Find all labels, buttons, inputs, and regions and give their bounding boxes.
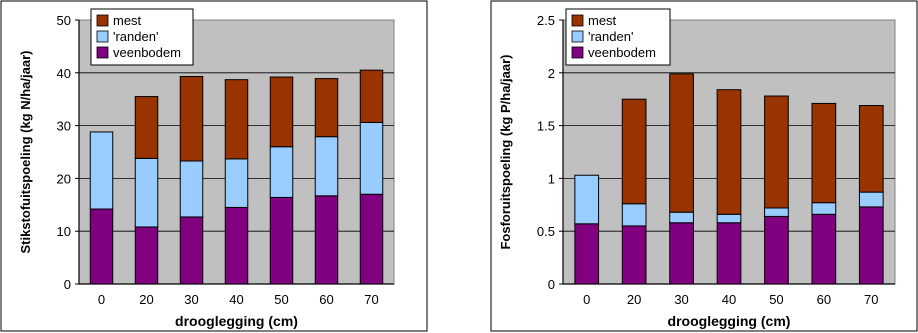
y-tick-label: 0.5 [537,224,555,239]
bar-randen-40 [224,158,249,208]
legend-label: veenbodem [588,45,656,60]
legend-swatch [571,14,584,27]
legend-label: 'randen' [588,29,633,44]
bar-mest-30 [669,73,694,213]
x-tick-label: 70 [364,292,378,307]
bar-veenbodem-70 [858,206,884,285]
bar-veenbodem-50 [269,196,294,285]
legend-swatch [571,30,584,43]
bar-mest-50 [764,95,789,209]
y-tick-label: 40 [57,66,71,81]
x-tick-label: 50 [769,292,783,307]
bar-mest-60 [811,102,837,204]
bar-mest-40 [224,79,249,160]
x-tick-label: 50 [274,292,288,307]
bar-mest-70 [359,69,384,123]
y-tick-label: 50 [57,13,71,28]
legend: mest'randen'veenbodem [565,8,671,66]
bar-randen-50 [269,146,294,198]
bar-veenbodem-60 [314,195,339,285]
x-tick-label: 40 [229,292,243,307]
x-tick-label: 20 [627,292,641,307]
x-tick-label: 0 [583,292,590,307]
y-tick-label: 30 [57,119,71,134]
legend-swatch [96,46,109,59]
bar-randen-40 [716,213,742,224]
x-axis-label: drooglegging (cm) [175,313,298,329]
bar-veenbodem-40 [716,222,742,285]
x-tick-label: 30 [674,292,688,307]
bar-randen-60 [811,202,837,215]
bar-veenbodem-30 [669,222,694,285]
legend-label: veenbodem [113,45,181,60]
y-axis-label: Fosforuitspoeling (kg P/ha/jaar) [498,54,513,249]
bar-randen-20 [134,157,159,228]
legend-label: mest [588,13,617,28]
bar-veenbodem-70 [359,193,384,285]
legend-swatch [96,14,109,27]
x-tick-label: 60 [817,292,831,307]
bar-randen-30 [669,211,694,224]
x-tick-label: 0 [98,292,105,307]
bar-randen-20 [621,203,647,227]
bar-veenbodem-20 [134,226,159,285]
y-tick-label: 1.5 [537,119,555,134]
bar-mest-20 [134,96,159,159]
y-tick-label: 1 [548,171,555,186]
y-tick-label: 20 [57,171,71,186]
bar-randen-50 [764,207,789,217]
legend-swatch [571,46,584,59]
bar-veenbodem-30 [179,216,204,285]
bar-randen-0 [574,174,600,225]
y-tick-label: 0 [64,277,71,292]
bar-randen-30 [179,160,204,218]
bar-mest-40 [716,89,742,215]
bar-mest-70 [858,105,884,193]
x-tick-label: 30 [184,292,198,307]
bar-randen-0 [89,131,114,210]
y-axis-label: Stikstofuitspoeling (kg N/ha/jaar) [18,51,33,254]
bar-veenbodem-40 [224,206,249,285]
bar-randen-70 [858,191,884,208]
bar-veenbodem-0 [574,223,600,285]
chart-1: 0 10 20 30 40 50 0 20 30 40 50 60 70 drooglegging (cm… [0,0,428,332]
x-tick-label: 70 [864,292,878,307]
bar-veenbodem-20 [621,225,647,285]
legend-swatch [96,30,109,43]
bar-veenbodem-50 [764,215,789,285]
legend-label: 'randen' [113,29,158,44]
bar-mest-50 [269,76,294,148]
bar-veenbodem-60 [811,213,837,285]
x-tick-label: 40 [722,292,736,307]
y-tick-label: 2.5 [537,13,555,28]
y-tick-label: 10 [57,224,71,239]
bar-randen-70 [359,121,384,195]
legend-label: mest [113,13,142,28]
x-axis-label: drooglegging (cm) [668,313,791,329]
legend: mest'randen'veenbodem [90,8,194,66]
x-tick-label: 60 [319,292,333,307]
chart-2: 0 0.5 1 1.5 2 2.5 0 20 30 40 50 60 70 drooglegging (c… [490,0,918,332]
bar-randen-60 [314,136,339,197]
x-tick-label: 20 [139,292,153,307]
bar-mest-60 [314,78,339,138]
y-tick-label: 2 [548,66,555,81]
y-tick-label: 0 [548,277,555,292]
bar-mest-20 [621,98,647,205]
bar-mest-30 [179,75,204,162]
bar-veenbodem-0 [89,208,114,285]
